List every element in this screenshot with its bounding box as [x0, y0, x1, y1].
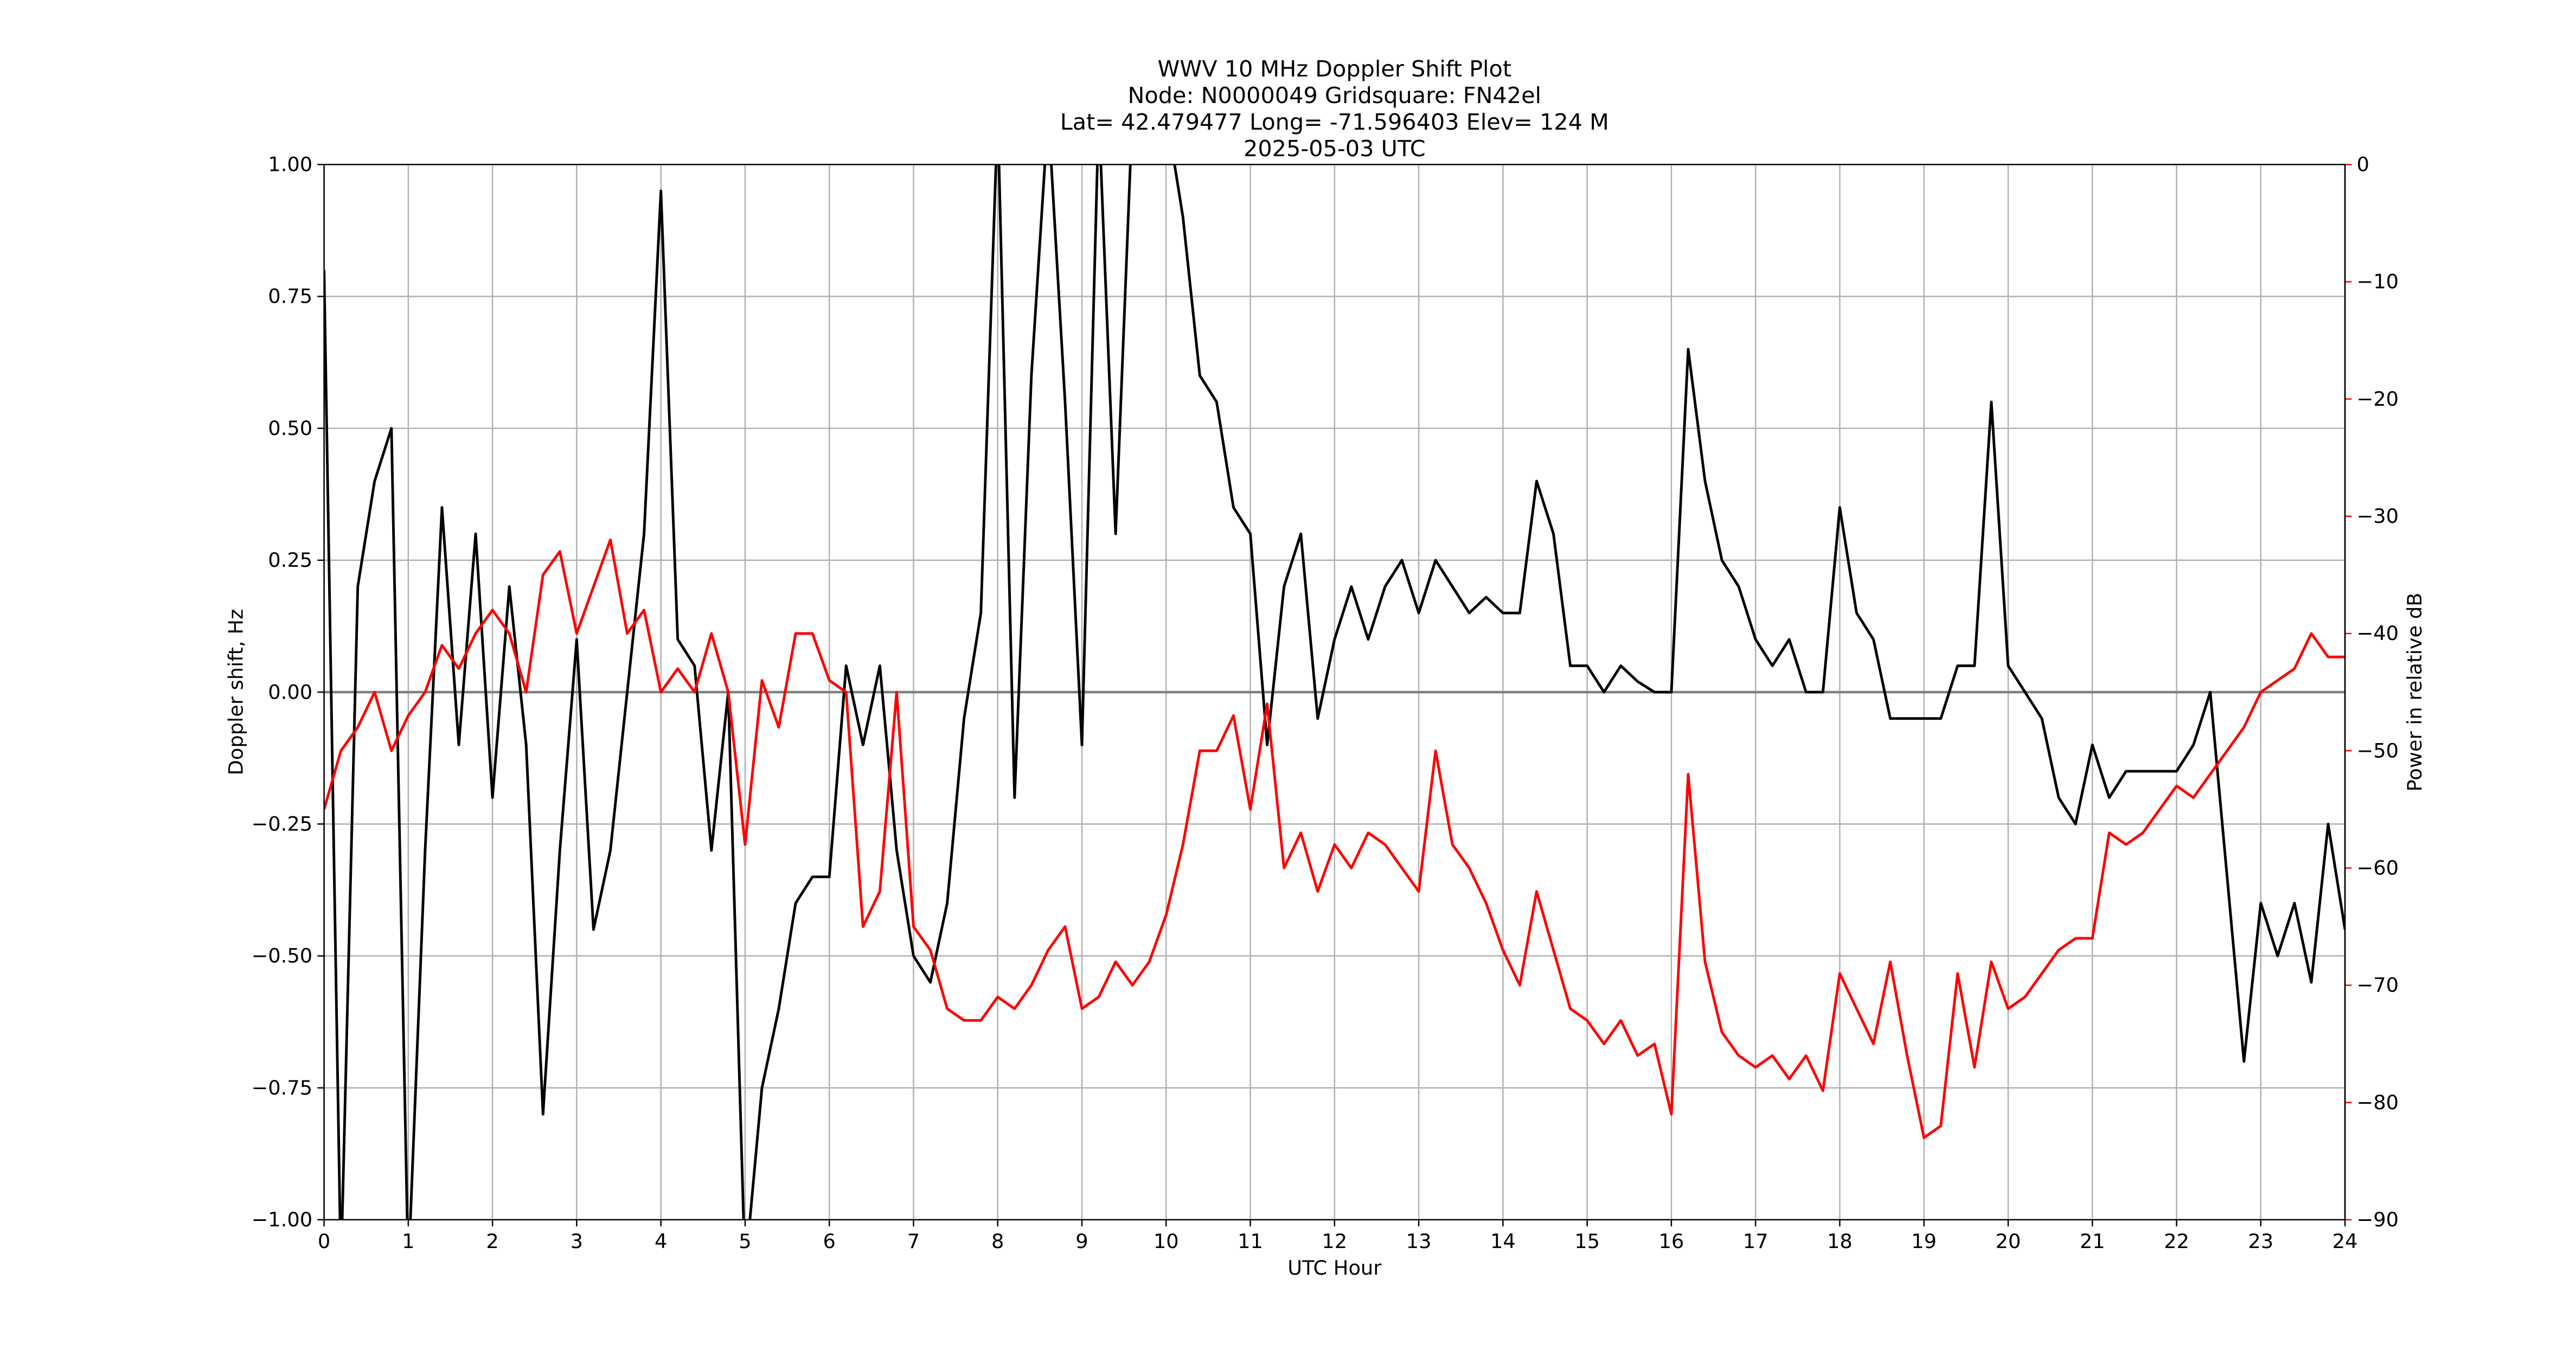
- x-tick-label: 18: [1827, 1230, 1853, 1253]
- y-tick-label: 0.75: [268, 285, 312, 308]
- chart-title: 2025-05-03 UTC: [1244, 136, 1426, 162]
- x-tick-label: 9: [1075, 1230, 1088, 1253]
- chart-title: Lat= 42.479477 Long= -71.596403 Elev= 12…: [1060, 109, 1609, 135]
- x-tick-label: 11: [1238, 1230, 1263, 1253]
- x-tick-label: 20: [1996, 1230, 2021, 1253]
- x-tick-label: 5: [739, 1230, 751, 1253]
- x-tick-label: 7: [907, 1230, 920, 1253]
- x-axis-label: UTC Hour: [1287, 1256, 1382, 1280]
- y-tick-label: −0.50: [251, 944, 312, 968]
- x-tick-label: 0: [318, 1230, 330, 1253]
- data-line: [324, 538, 2346, 1139]
- x-tick-label: 22: [2164, 1230, 2189, 1253]
- y2-tick-label: −70: [2356, 974, 2399, 997]
- y-tick-label: 0.25: [268, 548, 312, 572]
- y-tick-label: −0.75: [251, 1076, 312, 1099]
- x-tick-label: 24: [2333, 1230, 2358, 1253]
- y2-tick-label: 0: [2356, 153, 2369, 176]
- x-tick-label: 8: [991, 1230, 1004, 1253]
- chart-title: Node: N0000049 Gridsquare: FN42el: [1128, 82, 1541, 108]
- y2-tick-label: −60: [2356, 856, 2399, 880]
- x-tick-label: 13: [1406, 1230, 1432, 1253]
- y2-axis-label: Power in relative dB: [2403, 593, 2426, 792]
- x-tick-label: 17: [1743, 1230, 1768, 1253]
- x-tick-label: 14: [1490, 1230, 1516, 1253]
- y-tick-label: −1.00: [251, 1208, 312, 1231]
- x-tick-label: 16: [1658, 1230, 1684, 1253]
- y2-tick-label: −30: [2356, 504, 2399, 528]
- y-tick-label: 1.00: [268, 153, 312, 176]
- data-line: [324, 164, 2346, 1220]
- x-tick-label: 12: [1322, 1230, 1347, 1253]
- x-tick-label: 21: [2080, 1230, 2105, 1253]
- y-tick-label: −0.25: [251, 812, 312, 835]
- x-tick-label: 4: [655, 1230, 667, 1253]
- y2-tick-label: −40: [2356, 622, 2399, 645]
- y-tick-label: 0.50: [268, 417, 312, 440]
- x-tick-label: 15: [1574, 1230, 1600, 1253]
- y2-tick-label: −10: [2356, 270, 2399, 293]
- x-tick-label: 1: [402, 1230, 414, 1253]
- chart-title: WWV 10 MHz Doppler Shift Plot: [1158, 56, 1512, 82]
- x-tick-label: 6: [823, 1230, 835, 1253]
- y2-tick-label: −90: [2356, 1208, 2399, 1231]
- y2-tick-label: −50: [2356, 739, 2399, 762]
- y2-tick-label: −80: [2356, 1091, 2399, 1114]
- y-axis-label: Doppler shift, Hz: [224, 609, 247, 776]
- x-tick-label: 3: [571, 1230, 583, 1253]
- x-tick-label: 23: [2248, 1230, 2273, 1253]
- y2-tick-label: −20: [2356, 387, 2399, 411]
- plot-area: [324, 164, 2346, 1220]
- x-tick-label: 19: [1911, 1230, 1937, 1253]
- x-tick-label: 10: [1154, 1230, 1179, 1253]
- y-tick-label: 0.00: [268, 680, 312, 703]
- x-tick-label: 2: [486, 1230, 498, 1253]
